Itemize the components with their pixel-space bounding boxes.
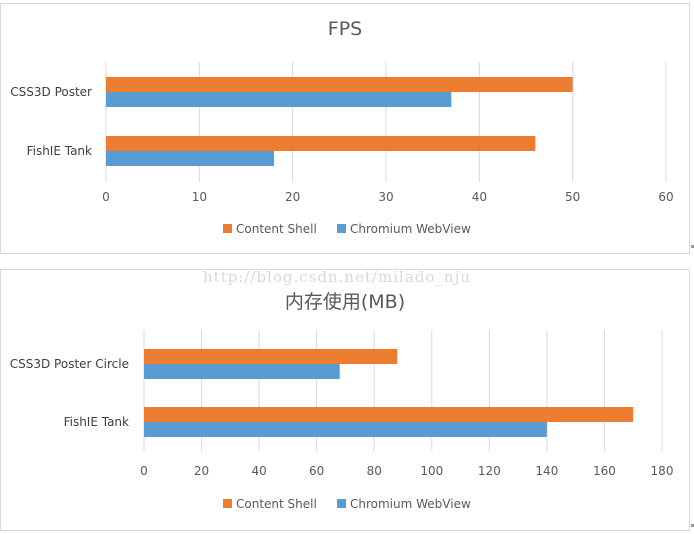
memory-chart-svg: 0 20 40 60 80 100 120 140 160 180 CSS3D Poster Cir… (10, 330, 674, 511)
memory-chart-panel: 内存使用(MB) 0 20 40 60 80 100 120 140 160 180 CSS3D P… (0, 269, 690, 531)
x-tick-label: 100 (420, 464, 443, 478)
legend-swatch (337, 499, 346, 508)
bar (144, 349, 398, 364)
fps-chart-svg: 0 10 20 30 40 50 60 CSS3D Poster FishIE Tank Cont… (10, 62, 674, 236)
x-tick-label: 160 (593, 464, 616, 478)
chart-title: 内存使用(MB) (284, 291, 406, 313)
category-label: FishIE Tank (27, 144, 92, 158)
x-tick-label: 40 (472, 190, 487, 204)
x-tick-label: 80 (367, 464, 382, 478)
x-tick-label: 40 (251, 464, 266, 478)
x-tick-label: 0 (102, 190, 110, 204)
x-tick-label: 30 (378, 190, 393, 204)
x-tick-label: 10 (192, 190, 207, 204)
chart-title: FPS (327, 18, 363, 40)
legend-label: Content Shell (236, 222, 317, 236)
x-tick-label: 0 (140, 464, 148, 478)
bar (106, 136, 536, 151)
legend-swatch (337, 224, 346, 233)
category-label: CSS3D Poster (10, 85, 92, 99)
bar (144, 407, 634, 422)
panel-resize-mark (691, 524, 694, 527)
x-tick-label: 20 (285, 190, 300, 204)
x-tick-label: 140 (535, 464, 558, 478)
legend-label: Chromium WebView (350, 497, 471, 511)
legend-label: Chromium WebView (350, 222, 471, 236)
bar (106, 151, 274, 166)
category-label: FishIE Tank (64, 415, 129, 429)
fps-chart-panel: FPS 0 10 20 30 40 50 60 CSS3D Poster FishIE Tank… (0, 3, 690, 254)
bar (144, 364, 340, 379)
x-tick-label: 120 (478, 464, 501, 478)
legend-swatch (223, 499, 232, 508)
legend-swatch (223, 224, 232, 233)
legend-label: Content Shell (236, 497, 317, 511)
bar (106, 92, 452, 107)
x-tick-label: 60 (309, 464, 324, 478)
x-tick-label: 20 (194, 464, 209, 478)
panel-resize-mark (691, 245, 694, 248)
bar (144, 422, 547, 437)
x-tick-label: 50 (565, 190, 580, 204)
x-tick-label: 60 (658, 190, 673, 204)
bar (106, 77, 573, 92)
category-label: CSS3D Poster Circle (10, 357, 129, 371)
x-tick-label: 180 (651, 464, 674, 478)
